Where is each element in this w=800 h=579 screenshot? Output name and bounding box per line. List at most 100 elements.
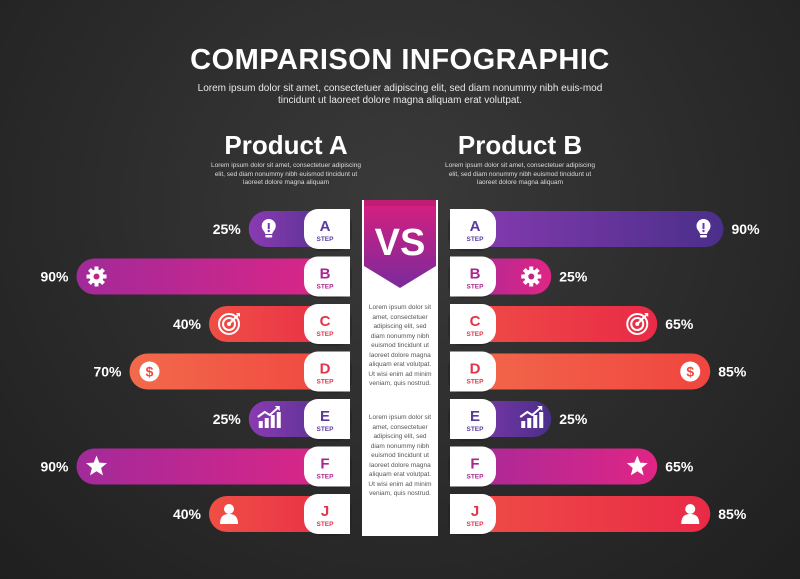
- step-label: STEP: [317, 331, 335, 338]
- step-letter: C: [320, 313, 331, 330]
- bar: [129, 353, 350, 390]
- vs-badge: VS: [364, 200, 436, 288]
- value-label: 25%: [213, 221, 242, 237]
- bar: [450, 211, 724, 247]
- step-letter: F: [470, 456, 479, 473]
- value-label: 40%: [173, 506, 202, 522]
- step-letter: E: [320, 408, 330, 425]
- step-label: STEP: [467, 474, 485, 481]
- value-label: 25%: [559, 269, 588, 285]
- step-letter: D: [320, 361, 331, 378]
- target-icon: [626, 313, 649, 335]
- bar: [76, 258, 350, 295]
- step-letter: A: [470, 218, 481, 235]
- step-label: STEP: [467, 521, 485, 528]
- step-label: STEP: [467, 284, 485, 291]
- step-label: STEP: [317, 521, 335, 528]
- bar: [450, 448, 658, 485]
- user-icon: [681, 504, 700, 524]
- growth-chart-icon: [519, 406, 544, 428]
- step-label: STEP: [317, 284, 335, 291]
- value-label: 25%: [559, 411, 588, 427]
- product-a-title: Product A: [224, 130, 348, 160]
- value-label: 65%: [665, 316, 694, 332]
- value-label: 85%: [718, 506, 747, 522]
- vs-label: VS: [375, 222, 426, 264]
- step-label: STEP: [467, 236, 485, 243]
- step-letter: B: [470, 266, 481, 283]
- bar: [76, 448, 350, 485]
- step-letter: J: [321, 503, 329, 520]
- step-label: STEP: [317, 426, 335, 433]
- center-text-2: Lorem ipsum dolor sit amet, consectetuer…: [368, 414, 432, 497]
- lightbulb-icon: [696, 219, 711, 238]
- value-label: 85%: [718, 364, 747, 380]
- step-letter: D: [470, 361, 481, 378]
- bar: [450, 496, 711, 532]
- value-label: 65%: [665, 459, 694, 475]
- step-letter: C: [470, 313, 481, 330]
- target-icon: [218, 313, 240, 335]
- user-icon: [220, 504, 238, 524]
- star-icon: [86, 455, 107, 476]
- page-title: COMPARISON INFOGRAPHIC: [190, 44, 610, 76]
- dollar-icon: $: [139, 361, 160, 382]
- value-label: 90%: [40, 269, 69, 285]
- center-text-1: Lorem ipsum dolor sit amet, consectetuer…: [368, 304, 432, 387]
- product-a-description: Lorem ipsum dolor sit amet, consectetuer…: [211, 162, 361, 186]
- lightbulb-icon: [261, 219, 276, 238]
- step-label: STEP: [317, 474, 335, 481]
- growth-chart-icon: [257, 406, 281, 428]
- value-label: 90%: [40, 459, 69, 475]
- gear-icon: [86, 266, 107, 287]
- gear-icon: [521, 266, 542, 287]
- step-label: STEP: [467, 331, 485, 338]
- value-label: 70%: [93, 364, 122, 380]
- value-label: 90%: [732, 221, 761, 237]
- step-letter: J: [471, 503, 479, 520]
- value-label: 40%: [173, 316, 202, 332]
- step-letter: F: [320, 456, 329, 473]
- product-b-title: Product B: [457, 130, 583, 160]
- step-label: STEP: [467, 426, 485, 433]
- step-letter: E: [470, 408, 480, 425]
- bar: [450, 353, 711, 390]
- step-letter: A: [320, 218, 331, 235]
- svg-text:$: $: [146, 364, 154, 380]
- step-letter: B: [320, 266, 331, 283]
- step-label: STEP: [317, 379, 335, 386]
- svg-text:$: $: [686, 364, 694, 380]
- product-b-description: Lorem ipsum dolor sit amet, consectetuer…: [445, 162, 595, 186]
- step-label: STEP: [467, 379, 485, 386]
- step-label: STEP: [317, 236, 335, 243]
- bar: [450, 306, 658, 342]
- page-subtitle: Lorem ipsum dolor sit amet, consectetuer…: [197, 83, 603, 106]
